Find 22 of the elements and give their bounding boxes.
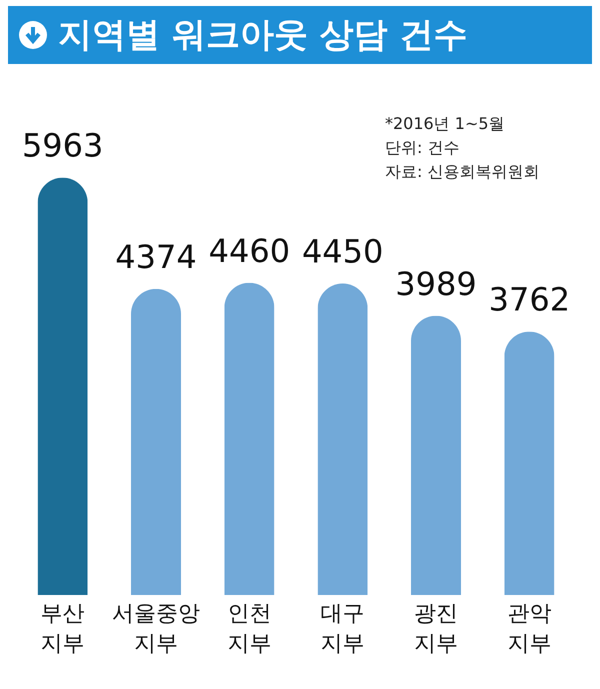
data-label: 3762 — [488, 280, 570, 319]
data-label: 4374 — [115, 238, 197, 276]
x-tick-label: 서울중앙 지부 — [112, 602, 200, 656]
x-tick-label: 관악 지부 — [507, 602, 552, 656]
data-label: 4450 — [302, 232, 384, 270]
x-tick-label: 광진 지부 — [414, 602, 458, 656]
data-label: 5963 — [22, 126, 104, 165]
data-label: 3989 — [395, 264, 477, 303]
bar — [504, 332, 554, 595]
chart-title: 지역별 워크아웃 상담 건수 — [58, 14, 468, 57]
bar — [224, 282, 274, 595]
bar — [131, 288, 181, 595]
annotation: 자료: 신용회복위원회 — [385, 161, 540, 183]
data-label: 4460 — [208, 232, 290, 270]
bar — [38, 178, 88, 595]
bar — [318, 284, 368, 595]
text: 단위: 건수 — [385, 137, 460, 159]
x-tick-label: 인천 지부 — [227, 602, 272, 656]
bar — [411, 316, 461, 595]
x-tick-label: 부산 지부 — [40, 602, 85, 656]
x-tick-label: 대구 지부 — [320, 602, 365, 656]
text: *2016년 1~5월 — [385, 113, 506, 135]
